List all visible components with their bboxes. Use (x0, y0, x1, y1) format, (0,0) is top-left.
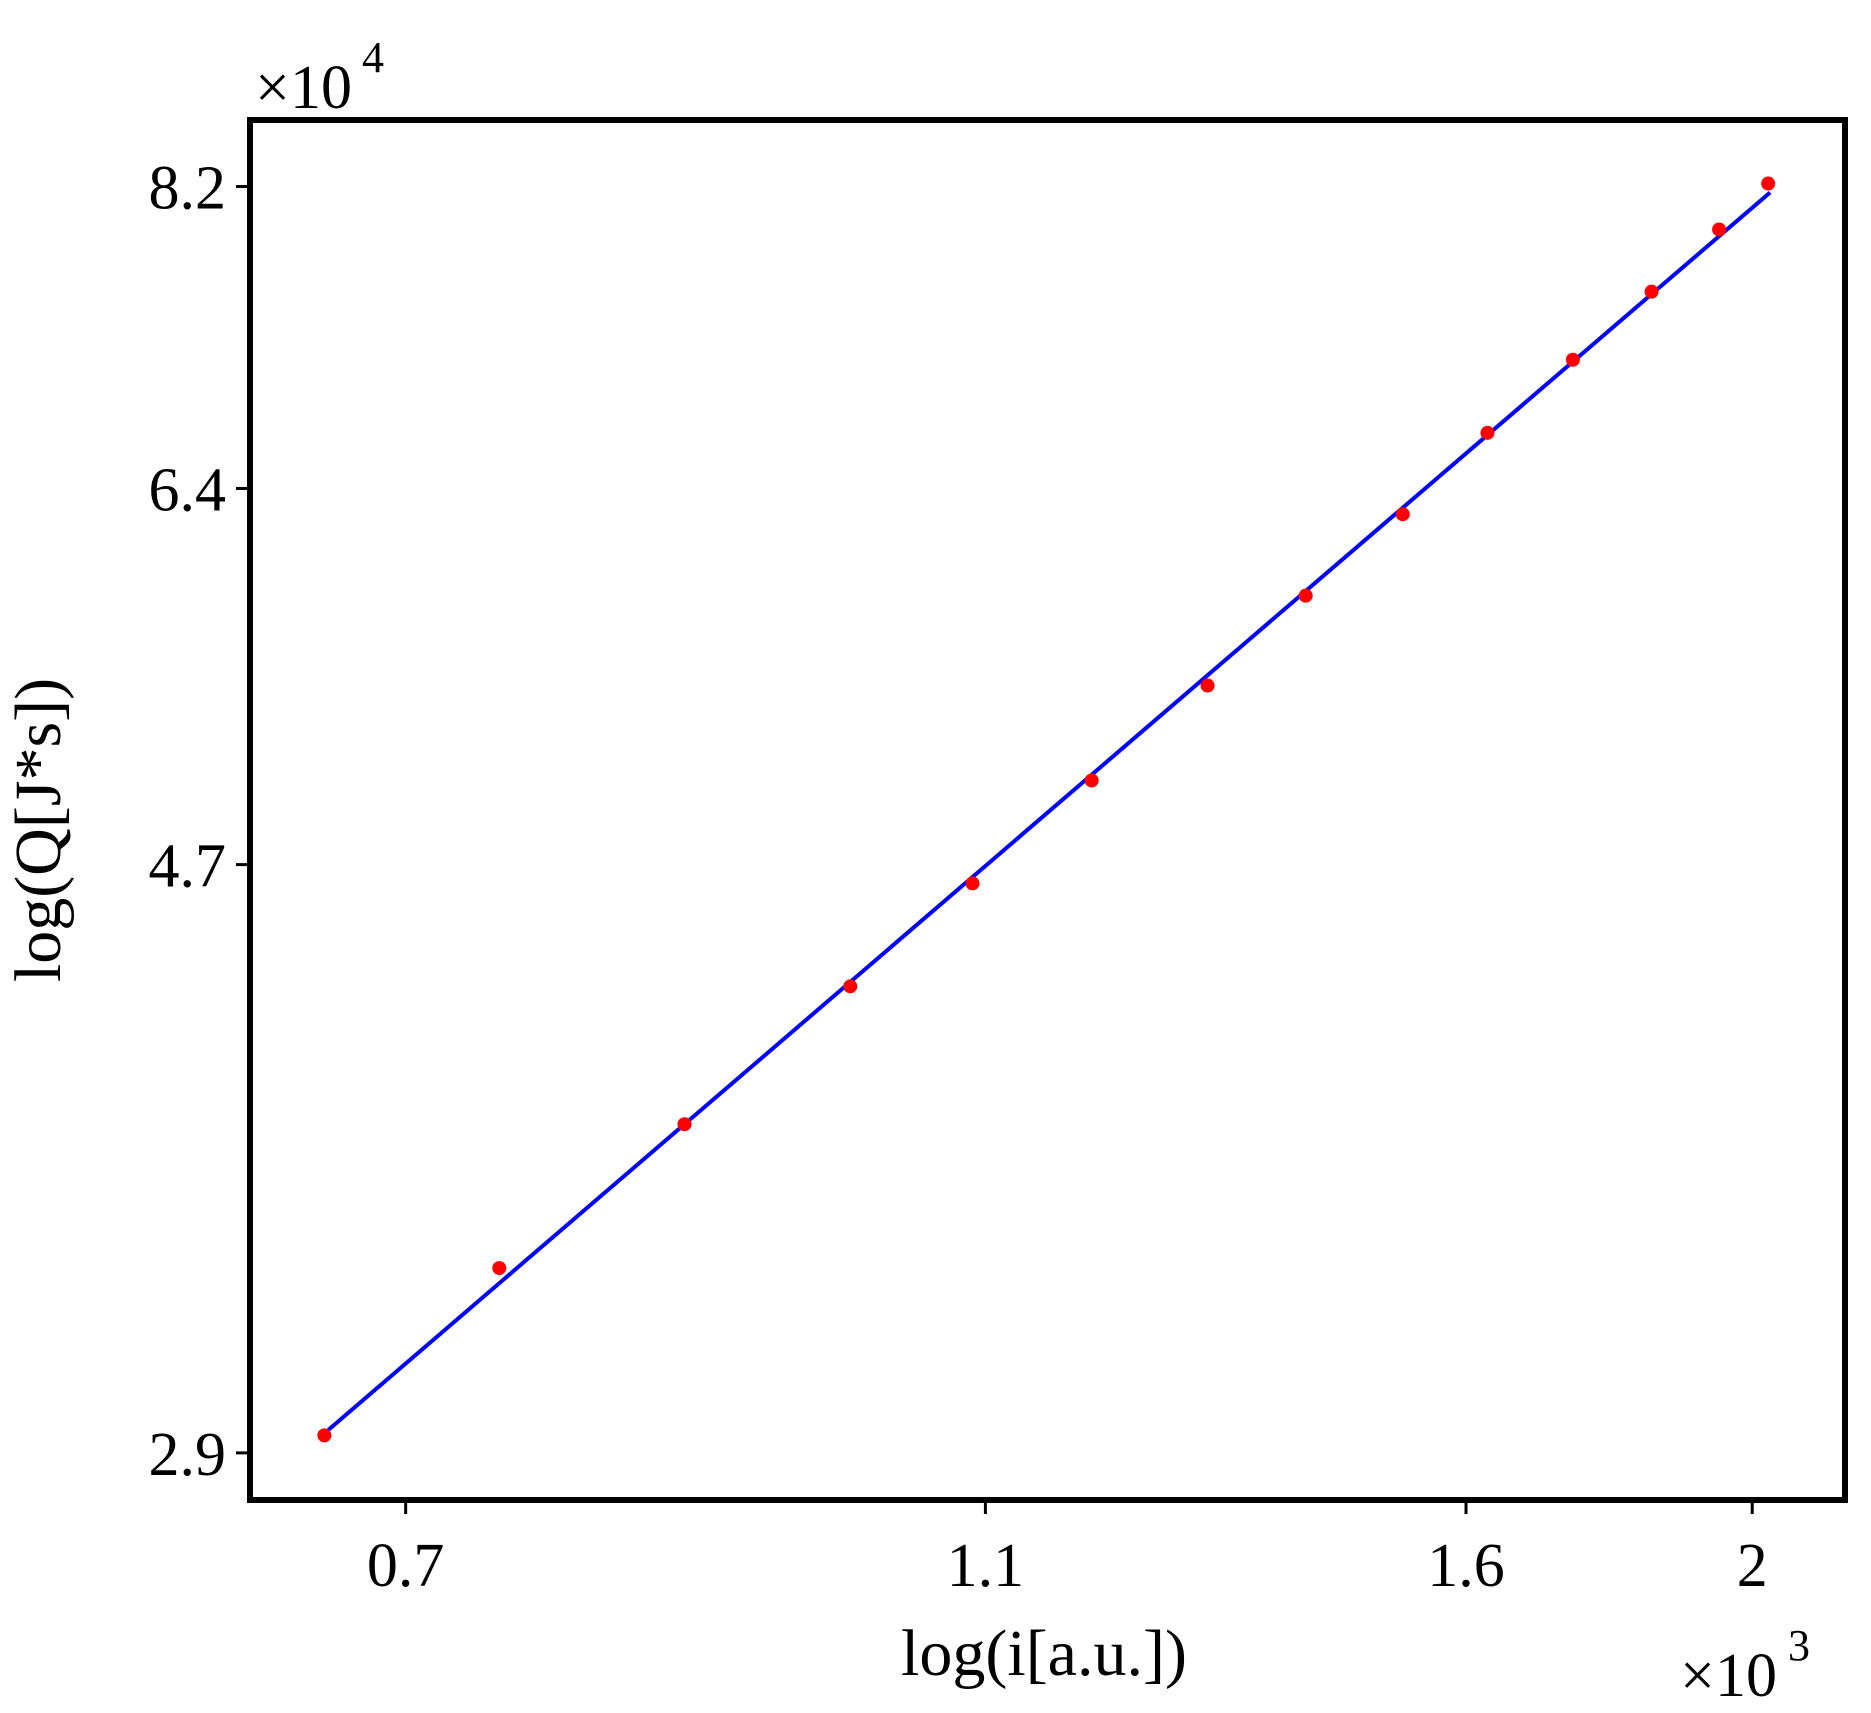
data-point (1395, 507, 1410, 522)
x-tick-label: 1.6 (1427, 1532, 1505, 1600)
data-point (965, 876, 980, 891)
y-tick-label: 4.7 (149, 833, 227, 901)
y-tick-label: 6.4 (149, 456, 227, 524)
data-point (1565, 352, 1580, 367)
data-point (1761, 176, 1776, 191)
x-axis-label: log(i[a.u.]) (901, 1617, 1187, 1690)
data-point (1298, 588, 1313, 603)
x-tick-label: 1.1 (947, 1532, 1025, 1600)
x-tick-label: 2 (1737, 1532, 1768, 1600)
data-point (1084, 773, 1099, 788)
y-multiplier: ×10 (255, 54, 352, 122)
data-point (317, 1428, 332, 1443)
data-point (492, 1261, 507, 1276)
y-tick-label: 2.9 (149, 1421, 227, 1489)
y-axis-label: log(Q[J*s]) (2, 678, 75, 982)
data-point (1200, 678, 1215, 693)
plot-frame (247, 117, 1848, 1503)
y-tick-label: 8.2 (149, 154, 227, 222)
x-tick-label: 0.7 (367, 1532, 445, 1600)
fit-line (326, 190, 1772, 1432)
x-multiplier: ×10 (1680, 1642, 1777, 1710)
x-exponent: 3 (1788, 1621, 1810, 1670)
data-point (1712, 222, 1727, 237)
y-exponent: 4 (362, 33, 384, 82)
data-point (843, 979, 858, 994)
data-point (1480, 425, 1495, 440)
data-point (677, 1117, 692, 1132)
data-point (1644, 284, 1659, 299)
